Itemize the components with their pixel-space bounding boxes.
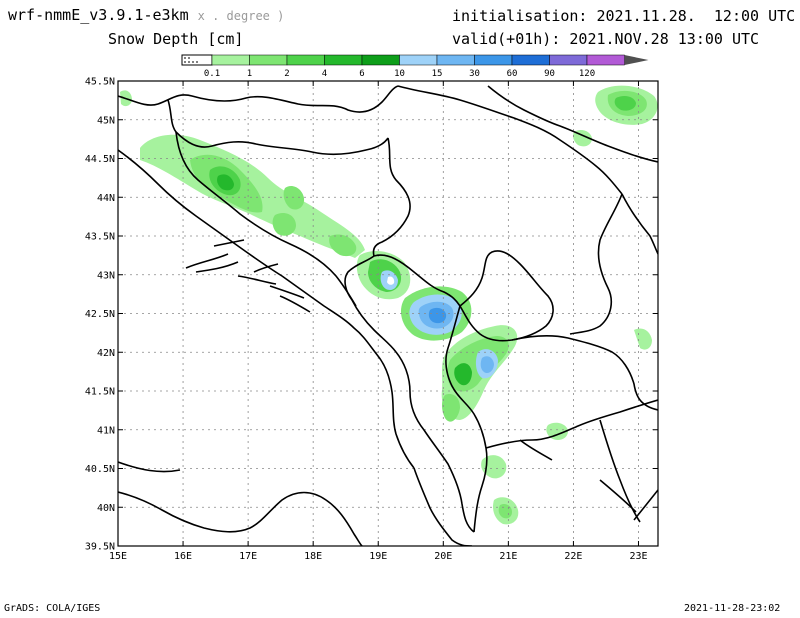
legend-tick-label: 2 [284, 69, 289, 79]
model-name: wrf-nmmE_v3.9.1-e3km [8, 6, 189, 24]
legend-tick-label: 0.1 [204, 69, 220, 79]
lat-label: 44N [97, 193, 115, 204]
lat-label: 39.5N [85, 542, 115, 553]
borders-coastlines [118, 85, 658, 546]
legend-tick-label: 6 [359, 69, 364, 79]
lat-label: 45N [97, 115, 115, 126]
snow-depth-field [120, 85, 658, 525]
lon-label: 19E [369, 551, 387, 562]
legend-tick-label: 10 [394, 69, 405, 79]
legend-tick-label: 4 [322, 69, 327, 79]
lon-label: 20E [434, 551, 452, 562]
model-suffix: x . degree ) [197, 9, 285, 23]
longitude-labels: 15E 16E 17E 18E 19E 20E 21E 22E 23E [109, 551, 648, 562]
lat-label: 41N [97, 425, 115, 436]
lon-label: 18E [304, 551, 322, 562]
model-title: wrf-nmmE_v3.9.1-e3km x . degree ) [8, 6, 284, 24]
legend-tick-label: 90 [544, 69, 555, 79]
legend-tick-label: 120 [579, 69, 595, 79]
lat-label: 43N [97, 270, 115, 281]
valid-time-label: valid(+01h): 2021.NOV.28 13:00 UTC [452, 30, 760, 48]
lat-lon-grid [118, 81, 658, 546]
lon-label: 23E [629, 551, 647, 562]
lat-label: 42N [97, 348, 115, 359]
lon-label: 17E [239, 551, 257, 562]
variable-title: Snow Depth [cm] [108, 30, 244, 48]
lon-label: 21E [499, 551, 517, 562]
axis-ticks [117, 80, 658, 547]
lat-label: 43.5N [85, 232, 115, 243]
lat-label: 45.5N [85, 77, 115, 88]
lat-label: 42.5N [85, 309, 115, 320]
grads-credit: GrADS: COLA/IGES [4, 603, 101, 614]
color-legend: 0.1 1 2 4 6 10 15 30 60 90 120 [181, 54, 649, 79]
lon-label: 15E [109, 551, 127, 562]
init-time-label: initialisation: 2021.11.28. 12:00 UTC [452, 7, 796, 25]
render-timestamp: 2021-11-28-23:02 [684, 603, 781, 614]
legend-overflow-arrow [624, 55, 649, 65]
lat-label: 41.5N [85, 387, 115, 398]
legend-tick-label: 60 [507, 69, 518, 79]
lon-label: 16E [174, 551, 192, 562]
lon-label: 22E [564, 551, 582, 562]
legend-tick-label: 30 [469, 69, 480, 79]
lat-label: 44.5N [85, 154, 115, 165]
legend-tick-label: 1 [247, 69, 252, 79]
legend-tick-label: 15 [432, 69, 443, 79]
lat-label: 40N [97, 503, 115, 514]
lat-label: 40.5N [85, 464, 115, 475]
latitude-labels: 45.5N 45N 44.5N 44N 43.5N 43N 42.5N 42N 41.5N 41N… [85, 77, 115, 553]
